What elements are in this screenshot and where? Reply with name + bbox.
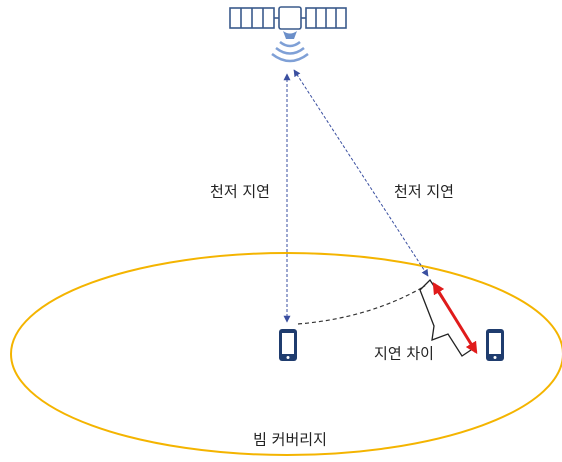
label: 빔 커버리지 — [253, 431, 327, 449]
label: 천저 지연 — [210, 183, 270, 201]
equal-delay-arc — [297, 285, 426, 325]
satellite — [229, 6, 347, 63]
label: 천저 지연 — [394, 183, 454, 201]
delay-difference-arrow — [432, 281, 478, 355]
label: 지연 차이 — [374, 345, 434, 363]
phone — [486, 329, 504, 361]
nadir-line-right — [293, 69, 429, 277]
phone — [279, 329, 297, 361]
